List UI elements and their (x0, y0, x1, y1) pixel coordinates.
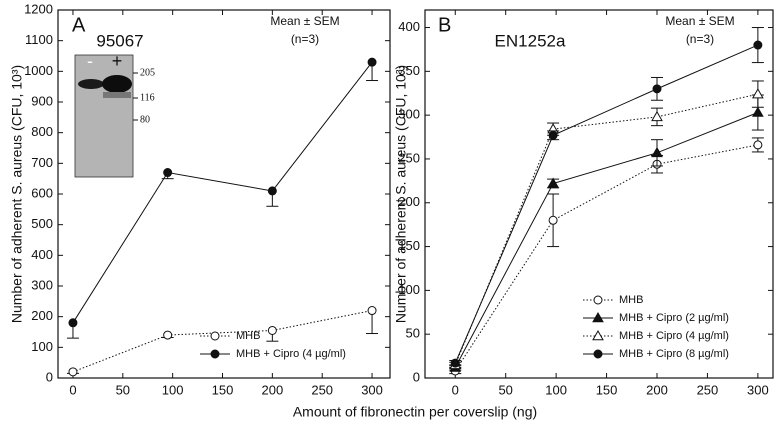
panel-label: B (438, 14, 451, 36)
y-tick-label: 500 (31, 216, 53, 231)
data-point (367, 57, 377, 67)
y-tick-label: 900 (31, 93, 53, 108)
data-point (652, 84, 662, 94)
y-tick-label: 1000 (24, 63, 53, 78)
legend-label: MHB + Cipro (8 µg/ml) (619, 348, 729, 360)
y-tick-label: 100 (398, 282, 420, 297)
x-tick-label: 250 (311, 382, 333, 397)
y-tick-label: 0 (46, 369, 53, 384)
x-tick-label: 150 (596, 382, 618, 397)
y-tick-label: 600 (31, 185, 53, 200)
y-tick-label: 800 (31, 124, 53, 139)
plot-frame (424, 9, 774, 379)
x-tick-label: 100 (545, 382, 567, 397)
x-tick-label: 200 (262, 382, 284, 397)
x-tick-label: 100 (162, 382, 184, 397)
y-tick-label: 250 (398, 150, 420, 165)
data-point (163, 330, 173, 340)
series-line (454, 112, 759, 368)
data-point (651, 110, 663, 122)
legend-label: MHB (619, 294, 643, 306)
series-line (72, 61, 373, 324)
y-tick-label: 200 (398, 194, 420, 209)
data-point (752, 106, 764, 117)
lane-label: + (112, 51, 123, 71)
legend-marker (593, 295, 603, 305)
y-tick-label: 1200 (24, 1, 53, 16)
y-tick-label: 0 (413, 369, 420, 384)
x-tick-label: 150 (212, 382, 234, 397)
legend-marker (593, 349, 603, 359)
y-tick-label: 400 (398, 19, 420, 34)
data-point (753, 40, 763, 50)
panel-title: EN1252a (495, 31, 566, 50)
data-point (753, 140, 763, 150)
x-axis-label: Amount of fibronectin per coverslip (ng) (293, 404, 537, 420)
y-axis-label: Number of adherent S. aureus (CFU, 10³) (393, 65, 409, 323)
mw-marker: 116 (140, 92, 155, 103)
data-point (548, 130, 558, 140)
gel-inset: - + 205 116 80 (74, 51, 155, 178)
y-tick-label: 1100 (25, 32, 53, 47)
y-tick-label: 300 (31, 277, 53, 292)
legend-label: MHB + Cipro (4 µg/ml) (619, 330, 729, 342)
series-line (72, 310, 373, 373)
legend-label: MHB + Cipro (4 µg/ml) (236, 348, 346, 360)
legend-marker (210, 331, 220, 341)
mw-marker: 80 (140, 114, 150, 125)
y-tick-label: 400 (31, 247, 53, 262)
data-point (450, 358, 460, 368)
data-point (752, 88, 764, 99)
x-tick-label: 300 (361, 382, 383, 397)
series-line (454, 93, 758, 366)
legend-marker (210, 349, 220, 359)
legend-marker (592, 311, 604, 323)
legend-label: MHB (236, 330, 260, 342)
panel-label: A (72, 14, 86, 36)
annotation: Mean ± SEM (665, 14, 734, 28)
data-point (548, 215, 558, 225)
y-tick-label: 700 (31, 155, 53, 170)
data-point (547, 177, 559, 188)
x-tick-label: 0 (69, 382, 76, 397)
x-tick-label: 50 (498, 382, 512, 397)
annotation: (n=3) (686, 32, 714, 46)
data-point (68, 367, 78, 377)
x-tick-label: 250 (697, 382, 719, 397)
x-tick-label: 300 (747, 382, 769, 397)
series-line (454, 144, 758, 372)
data-point (651, 146, 663, 158)
annotation: Mean ± SEM (270, 14, 339, 28)
x-tick-label: 50 (116, 382, 130, 397)
data-point (68, 318, 78, 328)
y-tick-label: 150 (398, 238, 420, 253)
x-tick-label: 200 (646, 382, 668, 397)
y-tick-label: 350 (398, 63, 420, 78)
y-tick-label: 50 (406, 326, 420, 341)
legend-label: MHB + Cipro (2 µg/ml) (619, 312, 729, 324)
data-point (267, 186, 277, 196)
data-point (163, 168, 173, 178)
y-tick-label: 200 (31, 308, 53, 323)
mw-marker: 205 (140, 67, 155, 78)
series-line (454, 44, 759, 364)
legend-marker (592, 329, 604, 341)
annotation: (n=3) (291, 32, 319, 46)
lane-label: - (87, 51, 93, 71)
y-tick-label: 300 (398, 107, 420, 122)
y-axis-label: Number of adherent S. aureus (CFU, 10³) (9, 65, 25, 323)
panel-title: 95067 (96, 31, 143, 50)
y-tick-label: 100 (31, 339, 53, 354)
data-point (367, 306, 377, 316)
x-tick-label: 0 (452, 382, 459, 397)
data-point (267, 325, 277, 335)
